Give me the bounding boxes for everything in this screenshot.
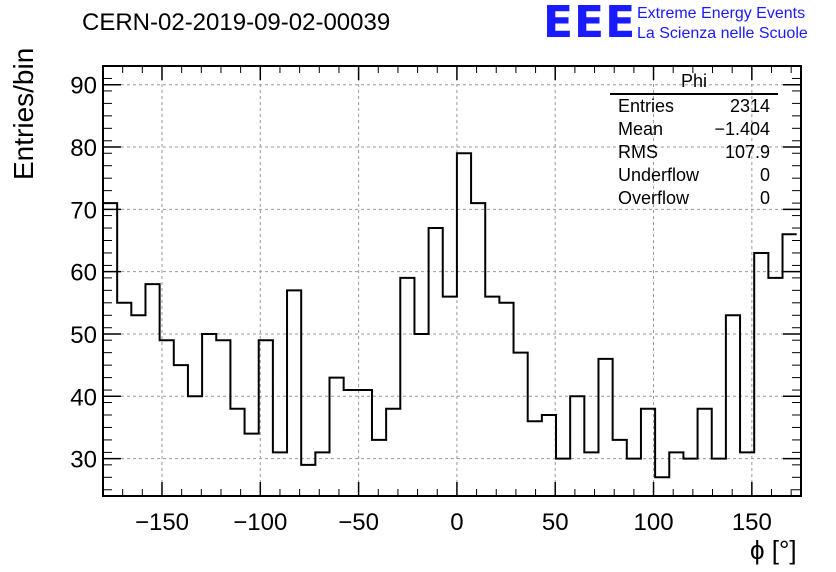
histogram-bin bbox=[768, 278, 782, 496]
x-tick-label: 0 bbox=[450, 509, 463, 536]
stats-box: Phi Entries 2314 Mean −1.404 RMS 107.9 U… bbox=[610, 70, 778, 210]
y-tick-label: 70 bbox=[70, 197, 97, 224]
histogram-series bbox=[103, 152, 797, 496]
stats-row-underflow: Underflow 0 bbox=[610, 164, 778, 187]
histogram-bin bbox=[202, 334, 216, 496]
stats-value: 107.9 bbox=[724, 142, 770, 162]
x-tick-label: −150 bbox=[135, 509, 189, 536]
histogram-bin bbox=[174, 365, 188, 496]
y-tick-labels: 30 40 50 60 70 80 90 bbox=[70, 73, 97, 474]
stats-row-rms: RMS 107.9 bbox=[610, 141, 778, 164]
histogram-bin bbox=[613, 440, 627, 496]
histogram-step-line bbox=[103, 152, 797, 479]
histogram-bin bbox=[471, 203, 485, 496]
histogram-bin bbox=[655, 477, 669, 496]
histogram-bin bbox=[188, 396, 202, 496]
histogram-bin bbox=[542, 415, 556, 496]
logo-line-2: La Scienza nelle Scuole bbox=[637, 25, 808, 42]
histogram-bin bbox=[386, 409, 400, 496]
histogram-bin bbox=[259, 340, 273, 496]
histogram-bin bbox=[344, 390, 358, 496]
histogram-bin bbox=[245, 434, 259, 496]
axis-ticks bbox=[102, 66, 801, 496]
y-tick-label: 90 bbox=[70, 73, 97, 100]
histogram-bin bbox=[358, 390, 372, 496]
stats-value: −1.404 bbox=[714, 119, 770, 139]
y-tick-label: 50 bbox=[70, 322, 97, 349]
x-tick-label: −100 bbox=[233, 509, 287, 536]
histogram-bin bbox=[287, 290, 301, 496]
y-tick-label: 80 bbox=[70, 135, 97, 162]
histogram-bin bbox=[754, 253, 768, 496]
y-tick-label: 40 bbox=[70, 384, 97, 411]
x-axis-label: ϕ [°] bbox=[750, 535, 797, 565]
y-axis-label: Entries/bin bbox=[8, 47, 39, 180]
histogram-bin bbox=[514, 353, 528, 496]
x-tick-label: −50 bbox=[338, 509, 379, 536]
histogram-bin bbox=[400, 278, 414, 496]
stats-value: 0 bbox=[759, 165, 770, 185]
histogram-bin bbox=[216, 340, 230, 496]
histogram-bin bbox=[457, 153, 471, 496]
histogram-bin bbox=[726, 315, 740, 496]
histogram-bin bbox=[443, 297, 457, 496]
stats-label: Overflow bbox=[618, 188, 690, 208]
x-tick-label: 100 bbox=[634, 509, 674, 536]
stats-label: Underflow bbox=[618, 165, 700, 185]
eee-logo: EEE bbox=[543, 0, 637, 48]
histogram-bin bbox=[499, 303, 513, 496]
x-tick-labels: −150 −100 −50 0 50 100 150 bbox=[135, 509, 772, 536]
histogram-bin bbox=[160, 340, 174, 496]
stats-row-mean: Mean −1.404 bbox=[610, 118, 778, 141]
histogram-bin bbox=[556, 459, 570, 496]
histogram-bin bbox=[145, 284, 159, 496]
stats-label: Mean bbox=[618, 119, 664, 139]
logo-line-1: Extreme Energy Events bbox=[637, 5, 806, 22]
y-tick-label: 60 bbox=[70, 260, 97, 287]
y-tick-label: 30 bbox=[70, 447, 97, 474]
grid-lines bbox=[103, 66, 801, 496]
histogram-bin bbox=[698, 409, 712, 496]
run-title: CERN-02-2019-09-02-00039 bbox=[82, 9, 391, 36]
logo-caption: Extreme Energy Events La Scienza nelle S… bbox=[637, 4, 808, 44]
histogram-bin bbox=[570, 396, 584, 496]
histogram-bin bbox=[598, 359, 612, 496]
stats-label: Entries bbox=[618, 96, 675, 116]
histogram-bin bbox=[414, 334, 428, 496]
x-tick-label: 150 bbox=[732, 509, 772, 536]
stats-value: 0 bbox=[759, 188, 770, 208]
stats-row-entries: Entries 2314 bbox=[610, 95, 778, 118]
histogram-bin bbox=[330, 378, 344, 496]
histogram-bin bbox=[301, 465, 315, 496]
histogram-bin bbox=[230, 409, 244, 496]
x-tick-label: 50 bbox=[542, 509, 569, 536]
histogram-bin bbox=[131, 315, 145, 496]
histogram-bin bbox=[429, 228, 443, 496]
stats-label: RMS bbox=[618, 142, 658, 162]
histogram-bin bbox=[712, 459, 726, 496]
stats-row-overflow: Overflow 0 bbox=[610, 187, 778, 210]
histogram-bin bbox=[372, 440, 386, 496]
histogram-bin bbox=[117, 303, 131, 496]
plot-frame bbox=[102, 65, 802, 497]
stats-value: 2314 bbox=[729, 96, 770, 116]
stats-title: Phi bbox=[610, 70, 778, 95]
histogram-bin bbox=[683, 459, 697, 496]
